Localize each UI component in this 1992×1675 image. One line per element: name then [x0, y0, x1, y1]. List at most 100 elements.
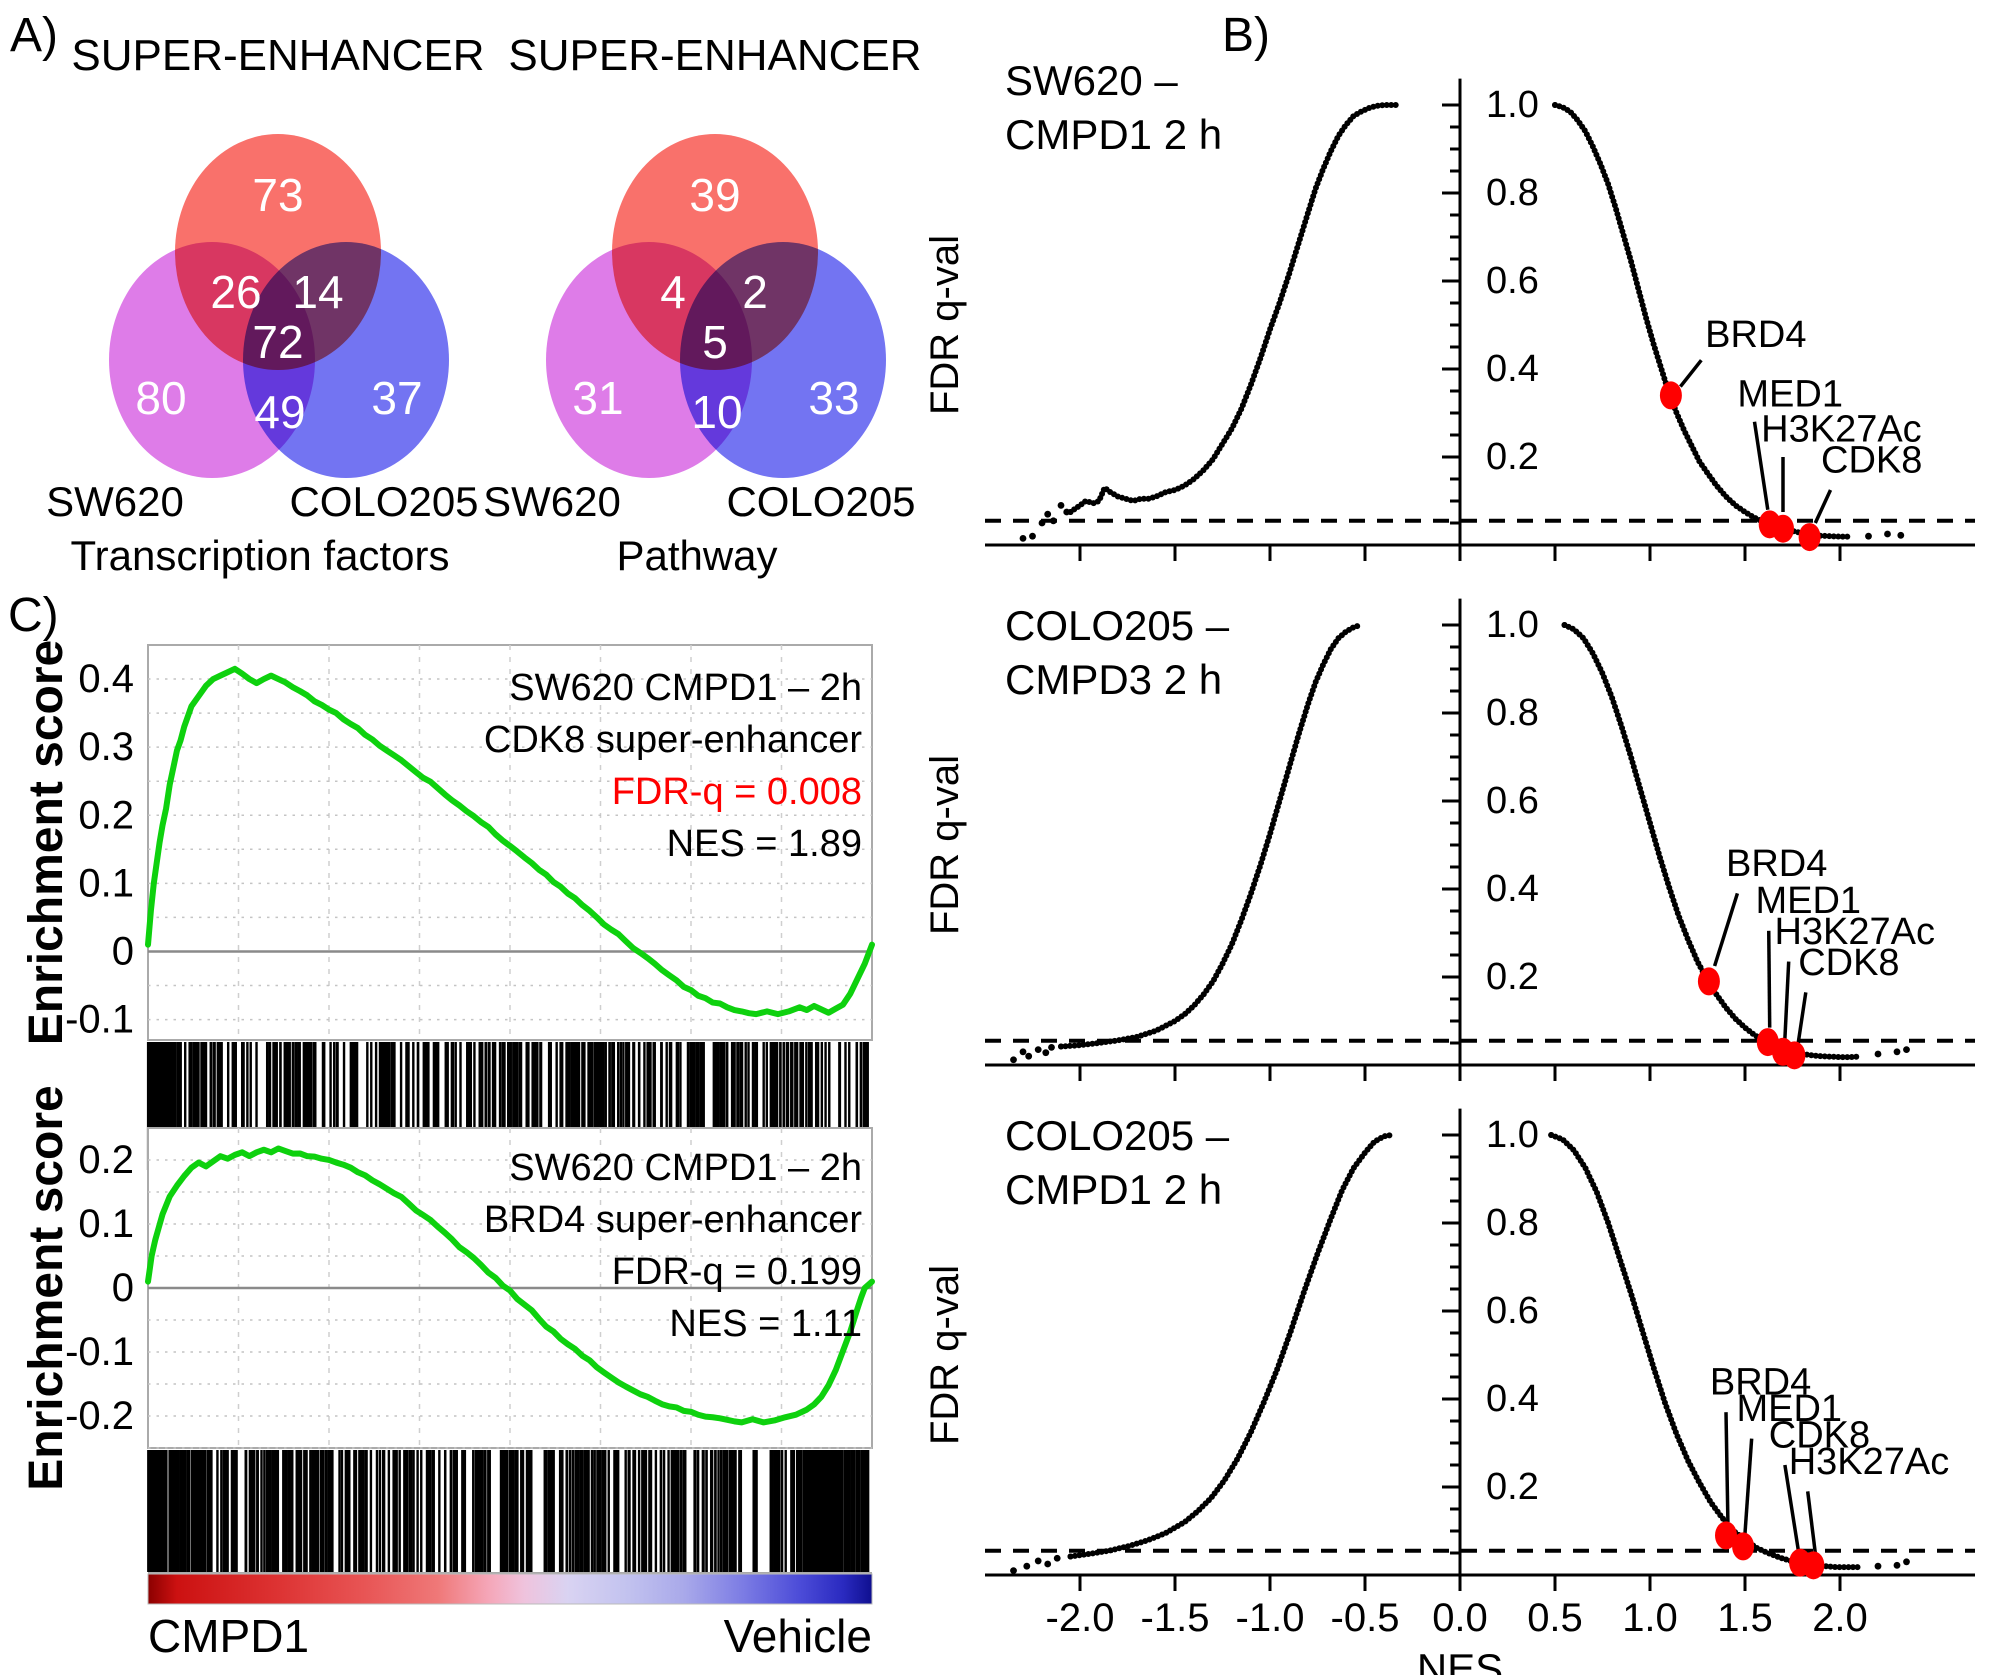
gene-leader-line-CDK8: [1783, 1464, 1800, 1550]
gsea-y-tick-label: 0.1: [78, 1202, 134, 1246]
fdr-x-tick-label: 0.0: [1432, 1596, 1488, 1640]
gene-leader-line-BRD4: [1679, 359, 1703, 388]
gsea-y-axis-label: Enrichment score: [20, 1085, 73, 1490]
venn-count-bottom: 10: [691, 386, 742, 438]
venn-count-center: 5: [702, 316, 728, 368]
fdr-plot-title-line1: SW620 –: [1005, 57, 1178, 104]
venn-circle-colo205: [243, 242, 449, 478]
gsea-y-tick-label: 0.2: [78, 1138, 134, 1182]
gene-label-CDK8: CDK8: [1798, 942, 1899, 984]
gsea-annotation-1: BRD4 super-enhancer: [484, 1199, 862, 1241]
gene-leader-line-MED1: [1743, 1438, 1754, 1534]
fdr-y-tick-label: 1.0: [1486, 604, 1539, 646]
venn-count-top-right: 14: [292, 266, 343, 318]
gsea-y-tick-label: 0.3: [78, 725, 134, 769]
venn-count-left: 80: [135, 372, 186, 424]
fdr-y-tick-label: 0.2: [1486, 956, 1539, 998]
gene-leader-line-H3K27Ac: [1783, 961, 1791, 1039]
gene-label-CDK8: CDK8: [1769, 1414, 1870, 1456]
gene-label-MED1: MED1: [1737, 373, 1843, 415]
gene-leader-line-CDK8: [1813, 489, 1833, 524]
fdr-y-tick-label: 0.6: [1486, 1290, 1539, 1332]
gsea-y-tick-label: -0.2: [65, 1394, 134, 1438]
fdr-x-tick-label: 1.5: [1717, 1596, 1773, 1640]
gene-label-H3K27Ac: H3K27Ac: [1761, 409, 1922, 451]
fdr-plot-1: SW620 – CMPD1 2 h FDR q-val 0.2 0.4 0.6 0.8 1.0…: [923, 57, 1975, 561]
fdr-y-tick-label: 1.0: [1486, 84, 1539, 126]
venn-count-top-left: 4: [660, 266, 686, 318]
gsea-phenotype-label-left: CMPD1: [148, 1610, 309, 1662]
panel-b-label: B): [1222, 9, 1270, 62]
fdr-x-tick-label: -2.0: [1046, 1596, 1115, 1640]
gsea-annotation-3: NES = 1.89: [667, 823, 862, 865]
gene-marker-H3K27Ac: [1802, 1551, 1825, 1580]
gene-label-H3K27Ac: H3K27Ac: [1789, 1441, 1950, 1483]
fdr-plot-title-line2: CMPD3 2 h: [1005, 656, 1222, 703]
gsea-annotation-3: NES = 1.11: [669, 1303, 862, 1345]
gene-marker-CDK8: [1783, 1041, 1806, 1070]
fdr-y-tick-label: 0.8: [1486, 1202, 1539, 1244]
gene-leader-line-MED1: [1767, 930, 1772, 1028]
fdr-plot-title-line1: COLO205 –: [1005, 602, 1230, 649]
fdr-plot-title-line2: CMPD1 2 h: [1005, 1166, 1222, 1213]
gsea-y-tick-label: -0.1: [65, 1330, 134, 1374]
gsea-barcode: [147, 1450, 870, 1572]
fdr-y-tick-label: 0.6: [1486, 780, 1539, 822]
gsea-y-tick-label: 0: [112, 1266, 134, 1310]
venn-set-label-left: SW620: [483, 478, 621, 525]
fdr-x-tick-label: 0.5: [1527, 1596, 1583, 1640]
gene-label-CDK8: CDK8: [1821, 439, 1922, 481]
fdr-y-tick-label: 1.0: [1486, 1114, 1539, 1156]
gsea-annotation-2: FDR-q = 0.008: [612, 771, 862, 813]
fdr-y-tick-label: 0.4: [1486, 348, 1539, 390]
gene-label-MED1: MED1: [1755, 880, 1861, 922]
venn-count-top-right: 2: [742, 266, 768, 318]
venn-set-label-right: COLO205: [289, 478, 478, 525]
gsea-annotation-1: CDK8 super-enhancer: [484, 719, 862, 761]
venn-count-center: 72: [252, 316, 303, 368]
gsea-annotation-0: SW620 CMPD1 – 2h: [509, 667, 862, 709]
venn-count-top: 73: [252, 169, 303, 221]
venn-title: SUPER-ENHANCER: [71, 31, 484, 80]
gsea-enrichment-curve: [145, 1145, 875, 1426]
gene-label-BRD4: BRD4: [1705, 314, 1806, 356]
venn-diagram-2: SUPER-ENHANCER 394 25 31 10 33 SW620 COLO205 Pat…: [483, 31, 921, 579]
gene-marker-BRD4: [1697, 967, 1720, 996]
venn-count-bottom: 49: [254, 386, 305, 438]
fdr-y-tick-label: 0.8: [1486, 692, 1539, 734]
gsea-phenotype-gradient: [147, 1573, 873, 1605]
fdr-y-tick-label: 0.2: [1486, 1466, 1539, 1508]
gene-marker-H3K27Ac: [1772, 514, 1794, 543]
venn-count-right: 33: [808, 372, 859, 424]
gsea-annotation-2: FDR-q = 0.199: [612, 1251, 862, 1293]
fdr-x-tick-label: -1.5: [1141, 1596, 1210, 1640]
gene-label-BRD4: BRD4: [1726, 843, 1827, 885]
gsea-y-tick-label: 0.4: [78, 657, 134, 701]
venn-set-label-right: COLO205: [726, 478, 915, 525]
panel-c-label: C): [8, 589, 59, 642]
gsea-y-tick-label: 0.1: [78, 861, 134, 905]
fdr-x-tick-label: -1.0: [1236, 1596, 1305, 1640]
fdr-y-axis-label: FDR q-val: [923, 235, 967, 415]
venn-title: SUPER-ENHANCER: [508, 31, 921, 80]
gsea-enrichment-curve: [145, 665, 875, 1018]
gene-marker-BRD4: [1659, 381, 1682, 410]
venn-circle-colo205: [680, 242, 886, 478]
venn-caption: Transcription factors: [71, 532, 450, 579]
fdr-y-tick-label: 0.8: [1486, 172, 1539, 214]
gsea-annotation-0: SW620 CMPD1 – 2h: [509, 1147, 862, 1189]
venn-count-right: 37: [371, 372, 422, 424]
gene-leader-line-BRD4: [1712, 892, 1740, 967]
gsea-y-axis-label: Enrichment score: [20, 640, 73, 1045]
gene-leader-line-CDK8: [1796, 992, 1808, 1044]
venn-count-top-left: 26: [210, 266, 261, 318]
gene-label-MED1: MED1: [1736, 1388, 1842, 1430]
gene-marker-BRD4: [1715, 1521, 1737, 1550]
fdr-y-tick-label: 0.4: [1486, 868, 1539, 910]
fdr-plot-title-line2: CMPD1 2 h: [1005, 111, 1222, 158]
